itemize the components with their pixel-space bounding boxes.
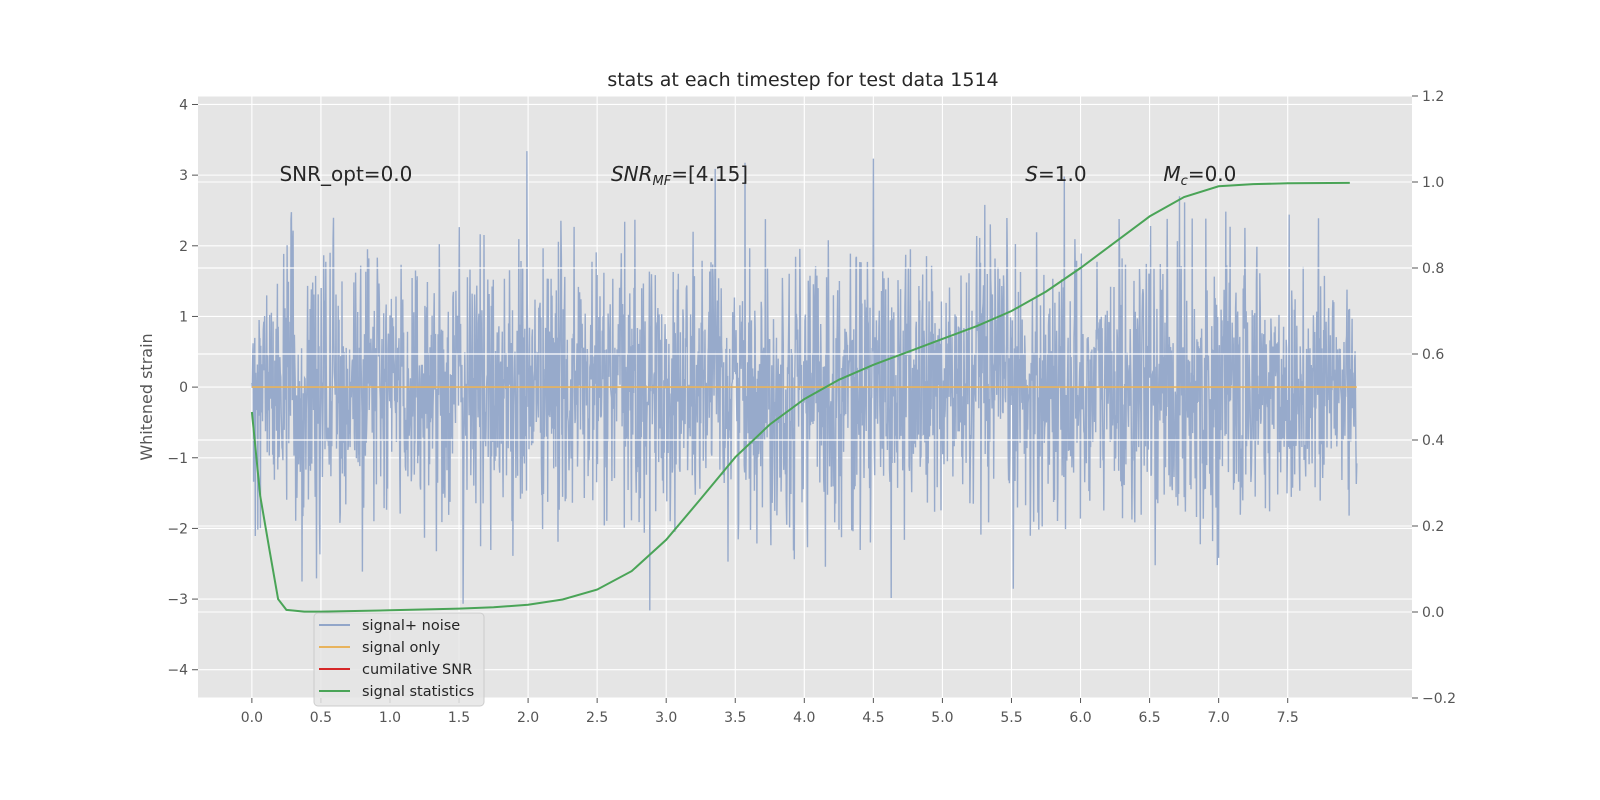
chart-title: stats at each timestep for test data 151…	[607, 69, 998, 91]
y2-tick-label: 0.8	[1422, 261, 1444, 277]
y2-tick-label: 1.0	[1422, 175, 1444, 191]
legend: signal+ noise signal only cumilative SNR si…	[313, 612, 485, 707]
x-tick-label: 6.5	[1138, 710, 1160, 726]
x-tick-label: 2.5	[586, 710, 608, 726]
y2-tick-label: 0.0	[1422, 605, 1444, 621]
x-tick-label: 0.5	[310, 710, 332, 726]
x-tick-label: 4.0	[793, 710, 815, 726]
x-tick-label: 4.5	[862, 710, 884, 726]
x-tick-label: 7.0	[1208, 710, 1230, 726]
series-signal-statistics-line	[250, 181, 1350, 613]
annotations: SNR_opt=0.0 SNRMF=[4.15] S=1.0 Mc=0.0	[279, 162, 1236, 189]
y-tick-label: −4	[167, 663, 188, 679]
x-tick-label: 5.5	[1000, 710, 1022, 726]
stat-annotation: SNRMF=[4.15]	[611, 162, 748, 189]
y-tick-label: 2	[179, 239, 188, 255]
x-tick-label: 1.5	[448, 710, 470, 726]
x-tick-label: 3.5	[724, 710, 746, 726]
x-tick-label: 5.0	[931, 710, 953, 726]
y2-tick-label: 0.4	[1422, 433, 1444, 449]
stat-annotation: Mc=0.0	[1163, 162, 1236, 189]
y-tick-label: 0	[179, 380, 188, 396]
y-tick-label: 3	[179, 168, 188, 184]
y-tick-label: −3	[167, 592, 188, 608]
y-tick-label: 1	[179, 309, 188, 325]
y2-tick-label: 0.2	[1422, 519, 1444, 535]
x-tick-label: 0.0	[241, 710, 263, 726]
stat-annotation: S=1.0	[1025, 162, 1086, 186]
x-tick-label: 7.5	[1277, 710, 1299, 726]
y-tick-label: −1	[167, 451, 188, 467]
y2-tick-label: 0.6	[1422, 347, 1444, 363]
legend-label: cumilative SNR	[362, 662, 472, 678]
legend-label: signal only	[362, 640, 441, 656]
x-tick-label: 1.0	[379, 710, 401, 726]
legend-box	[313, 612, 485, 707]
x-tick-label: 2.0	[517, 710, 539, 726]
x-tick-label: 6.0	[1069, 710, 1091, 726]
y2-tick-label: −0.2	[1422, 691, 1456, 707]
series-lines	[250, 181, 1357, 613]
y-tick-label: −2	[167, 521, 188, 537]
y-axis-label: Whitened strain	[137, 333, 156, 460]
y2-tick-label: 1.2	[1422, 89, 1444, 105]
x-tick-label: 3.0	[655, 710, 677, 726]
y-tick-label: 4	[179, 97, 188, 113]
stat-annotation: SNR_opt=0.0	[279, 162, 412, 186]
axes: 0.0 0.5 1.0 1.5 2.0 2.5 3.0 3.5 4.0 4.5 5.0 5.5 6.0 6…	[167, 89, 1456, 726]
legend-label: signal statistics	[362, 684, 474, 700]
legend-label: signal+ noise	[362, 618, 460, 634]
